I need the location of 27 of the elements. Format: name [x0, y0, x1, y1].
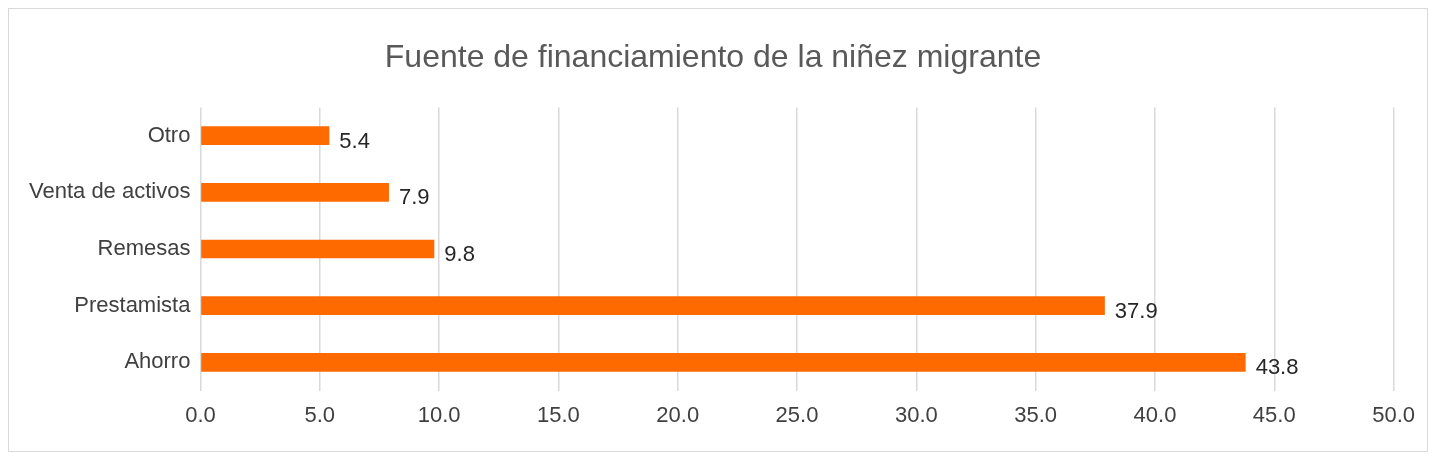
x-tick-label: 40.0	[1133, 401, 1177, 427]
x-tick-label: 5.0	[304, 401, 336, 427]
x-tick-label: 35.0	[1014, 401, 1058, 427]
y-tick-label: Venta de activos	[28, 178, 191, 204]
x-tick-label: 20.0	[656, 401, 700, 427]
x-tick-label: 25.0	[775, 401, 819, 427]
x-tick-label: 50.0	[1372, 401, 1415, 427]
chart-title: Fuente de financiamiento de la niñez migrante	[384, 38, 1042, 75]
bar	[201, 296, 1105, 315]
data-label: 7.9	[398, 184, 430, 210]
data-label: 37.9	[1114, 297, 1158, 323]
x-tick-label: 0.0	[185, 401, 216, 427]
y-tick-label: Prestamista	[74, 291, 192, 317]
y-tick-label: Otro	[147, 121, 191, 147]
bar	[201, 126, 330, 146]
data-label: 43.8	[1255, 354, 1299, 380]
y-tick-label: Remesas	[97, 235, 191, 261]
x-tick-label: 10.0	[417, 401, 461, 427]
data-label: 9.8	[444, 241, 475, 267]
bar	[201, 183, 389, 202]
x-tick-label: 30.0	[894, 401, 938, 427]
bar	[201, 239, 435, 259]
data-label: 5.4	[339, 127, 370, 153]
y-tick-label: Ahorro	[124, 348, 191, 374]
bar	[201, 352, 1246, 372]
x-tick-label: 15.0	[536, 401, 580, 427]
x-tick-label: 45.0	[1252, 401, 1296, 427]
